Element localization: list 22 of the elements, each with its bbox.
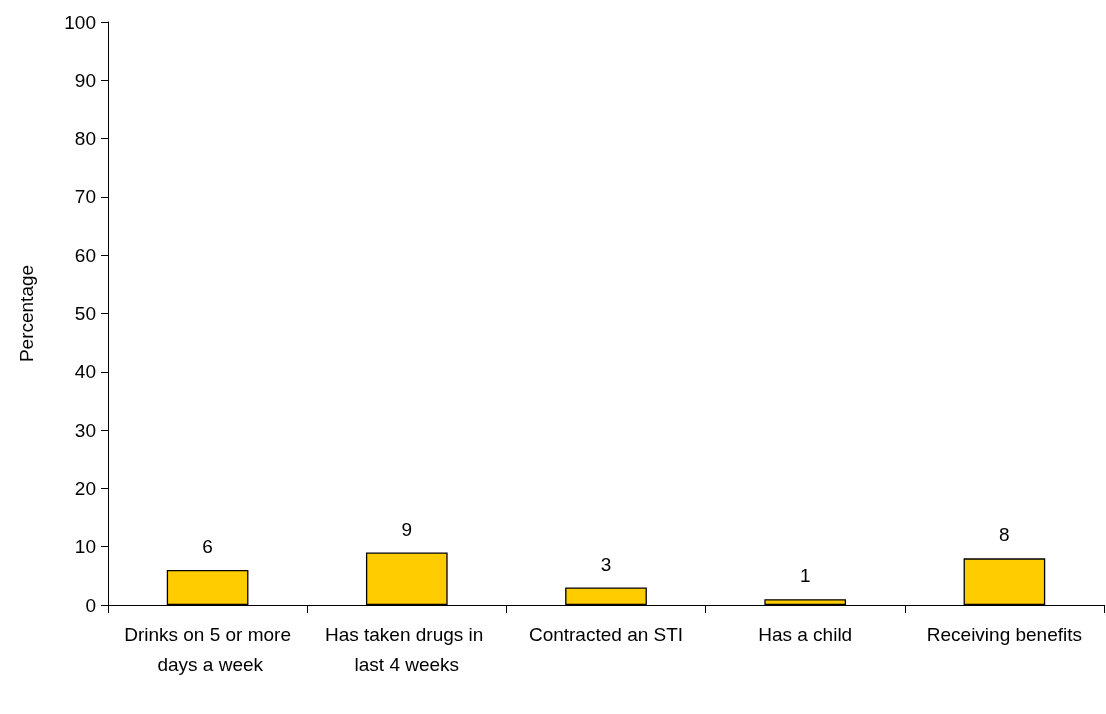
x-tick-label: Has a child bbox=[758, 623, 853, 645]
x-tick-label: Contracted an STI bbox=[528, 623, 684, 645]
y-tick-label: 20 bbox=[74, 477, 96, 499]
y-tick-label: 40 bbox=[74, 361, 96, 383]
data-label: 8 bbox=[999, 524, 1010, 546]
y-tick-label: 0 bbox=[85, 594, 96, 616]
y-tick-label: 80 bbox=[74, 128, 96, 150]
y-tick-label: 30 bbox=[74, 419, 96, 441]
data-label: 6 bbox=[202, 536, 213, 558]
x-tick-label: Drinks on 5 or more days a week bbox=[124, 623, 292, 675]
data-label: 3 bbox=[600, 553, 612, 575]
x-tick-label: Receiving benefits bbox=[926, 623, 1083, 645]
y-tick-label: 90 bbox=[74, 69, 96, 91]
y-axis-title: Percentage bbox=[16, 264, 37, 363]
data-label: 9 bbox=[401, 518, 413, 540]
y-tick-label: 70 bbox=[74, 186, 96, 208]
data-label: 1 bbox=[799, 565, 811, 587]
y-tick-label: 10 bbox=[74, 536, 96, 558]
y-tick-label: 60 bbox=[74, 244, 96, 266]
y-tick-label: 50 bbox=[74, 303, 96, 324]
x-tick-label: Has taken drugs in last 4 weeks bbox=[324, 623, 489, 675]
y-tick-label: 100 bbox=[64, 11, 96, 33]
